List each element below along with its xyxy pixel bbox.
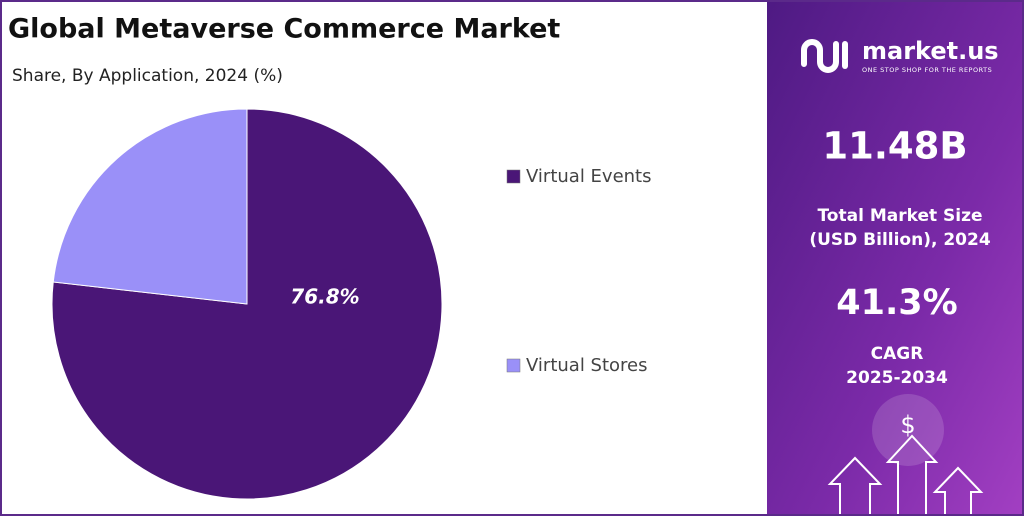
- legend: Virtual Events Virtual Stores: [506, 166, 651, 376]
- legend-label: Virtual Events: [526, 166, 651, 187]
- icon-circle: [872, 394, 944, 466]
- logo-mark: [801, 39, 848, 73]
- legend-swatch: [506, 358, 521, 373]
- market-size-label: Total Market Size: [817, 206, 982, 226]
- pie: 76.8%: [51, 108, 443, 500]
- arrows: [827, 434, 984, 514]
- logo-text: market.us: [862, 37, 999, 65]
- legend-swatch: [506, 169, 521, 184]
- logo-tagline: ONE STOP SHOP FOR THE REPORTS: [862, 66, 992, 74]
- cagr-label: 2025-2034: [846, 368, 948, 388]
- chart-subtitle: Share, By Application, 2024 (%): [12, 66, 283, 86]
- pie-slice: [52, 108, 248, 305]
- cagr-value: 41.3%: [836, 283, 957, 323]
- market-size: 11.48B: [822, 125, 967, 168]
- legend-label: Virtual Stores: [526, 355, 648, 376]
- market-size-label: (USD Billion), 2024: [809, 230, 991, 250]
- cagr-label: CAGR: [871, 344, 924, 364]
- pie-slice: [51, 108, 443, 500]
- data-label: 76.8%: [290, 285, 359, 309]
- icon-symbol: $: [900, 411, 915, 439]
- chart-title: Global Metaverse Commerce Market: [8, 14, 560, 45]
- side-panel: [767, 2, 1022, 514]
